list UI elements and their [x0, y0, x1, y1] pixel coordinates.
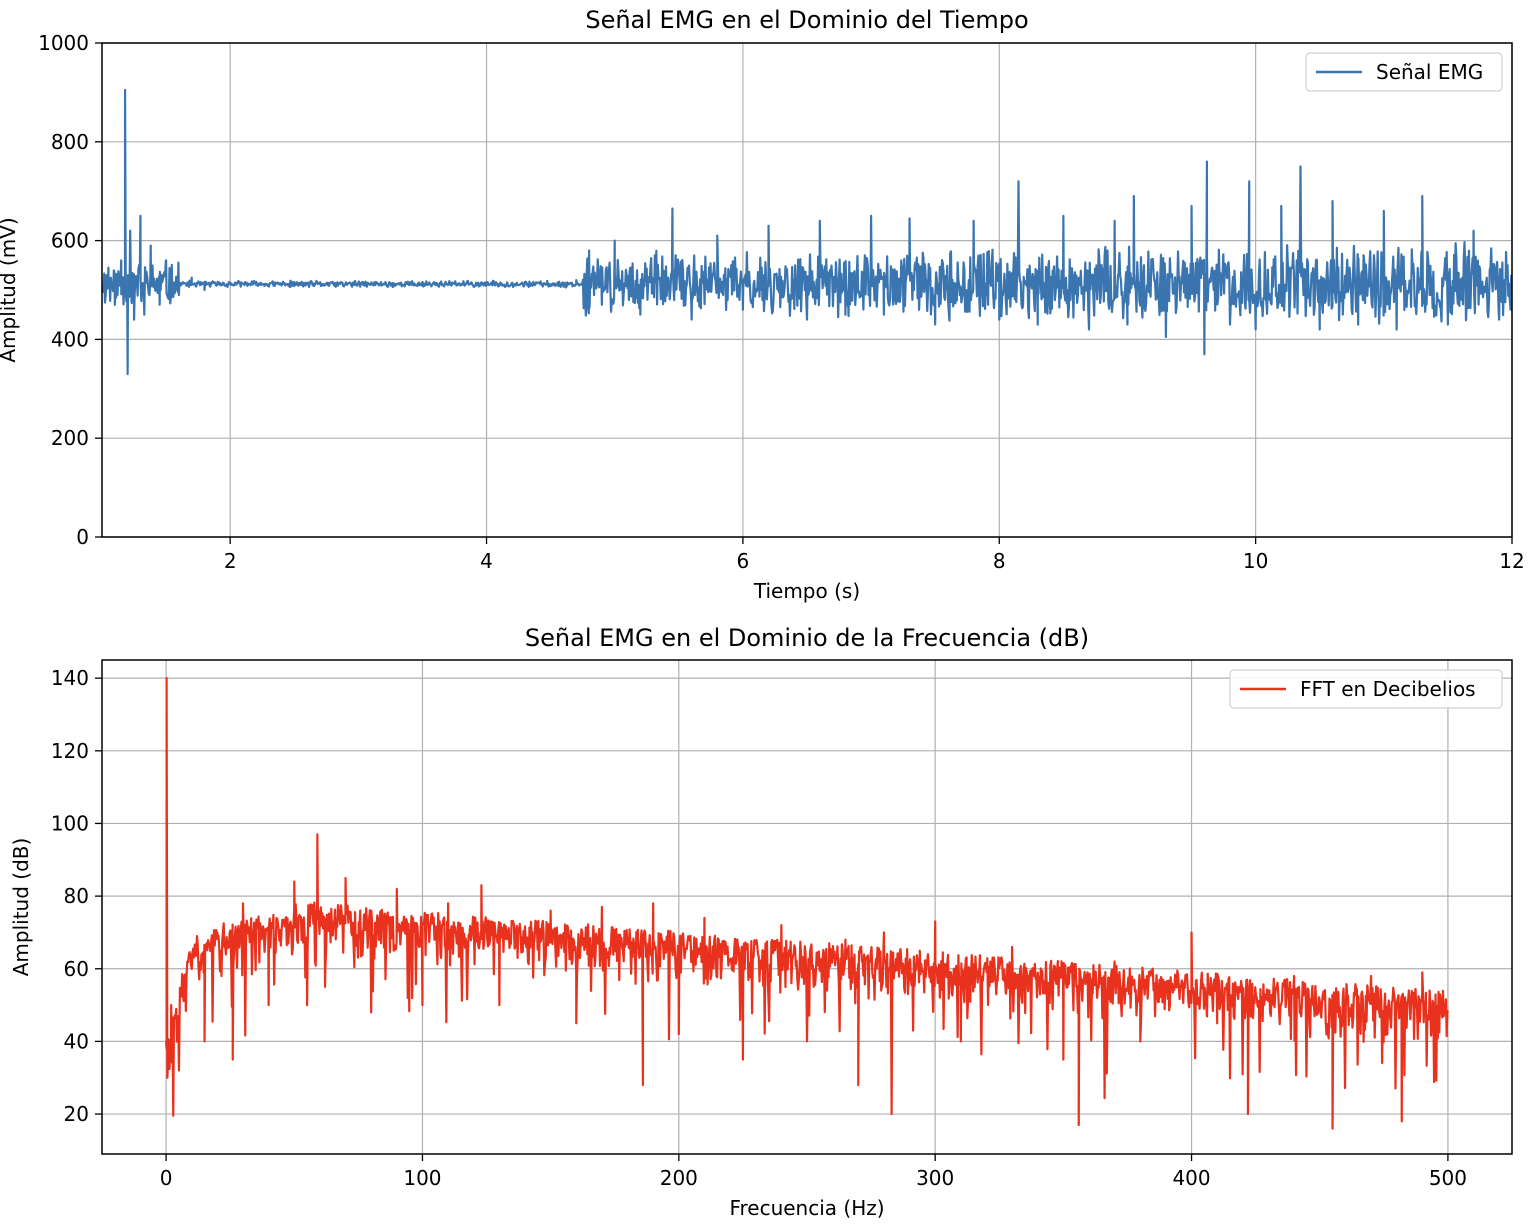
time-x-axis-label: Tiempo (s): [753, 579, 860, 603]
time-x-tick-label: 2: [224, 549, 237, 573]
freq-ticks: 0 100 200 300 400 500 20 40 60 80 100 120 140: [51, 666, 1467, 1190]
frequency-domain-chart: 0 100 200 300 400 500 20 40 60 80 100 120 140 Señal …: [9, 624, 1513, 1220]
time-legend-box: [1305, 52, 1503, 92]
time-series-group: [102, 88, 1512, 376]
time-series-line: [102, 88, 1512, 376]
time-x-tick-label: 4: [480, 549, 493, 573]
freq-legend-label: FFT en Decibelios: [1300, 677, 1476, 701]
freq-x-axis-label: Frecuencia (Hz): [729, 1196, 884, 1220]
time-y-axis-label: Amplitud (mV): [0, 217, 20, 362]
freq-y-tick-label: 80: [64, 884, 89, 908]
time-legend: Señal EMG: [1305, 52, 1503, 92]
time-y-tick-label: 400: [51, 327, 89, 351]
time-y-tick-label: 1000: [38, 31, 89, 55]
freq-x-tick-label: 400: [1172, 1166, 1210, 1190]
time-x-tick-label: 6: [737, 549, 750, 573]
freq-x-tick-label: 0: [160, 1166, 173, 1190]
freq-series-group: [164, 677, 1449, 1130]
freq-grid: [102, 660, 1512, 1154]
time-y-tick-label: 0: [76, 525, 89, 549]
freq-y-axis-label: Amplitud (dB): [9, 838, 33, 977]
freq-y-tick-label: 120: [51, 739, 89, 763]
freq-x-tick-label: 300: [916, 1166, 954, 1190]
time-ticks: 2 4 6 8 10 12 0 200 400 600 800 1000: [38, 31, 1525, 573]
time-y-tick-label: 800: [51, 130, 89, 154]
time-y-tick-label: 600: [51, 229, 89, 253]
freq-x-tick-label: 200: [660, 1166, 698, 1190]
time-y-tick-label: 200: [51, 426, 89, 450]
freq-y-tick-label: 60: [64, 957, 89, 981]
freq-series-line: [164, 677, 1449, 1130]
time-x-tick-label: 10: [1243, 549, 1268, 573]
time-domain-chart: 2 4 6 8 10 12 0 200 400 600 800 1000 Señal EMG en e…: [0, 6, 1525, 603]
time-legend-label: Señal EMG: [1376, 60, 1483, 84]
time-chart-title: Señal EMG en el Dominio del Tiempo: [585, 6, 1028, 34]
freq-legend: FFT en Decibelios: [1229, 669, 1503, 709]
freq-y-tick-label: 140: [51, 666, 89, 690]
time-x-tick-label: 8: [993, 549, 1006, 573]
freq-chart-title: Señal EMG en el Dominio de la Frecuencia…: [525, 624, 1089, 652]
freq-y-tick-label: 20: [64, 1102, 89, 1126]
freq-x-tick-label: 500: [1429, 1166, 1467, 1190]
freq-y-tick-label: 40: [64, 1029, 89, 1053]
time-plot-frame: [101, 42, 1513, 538]
time-x-tick-label: 12: [1499, 549, 1524, 573]
freq-x-tick-label: 100: [403, 1166, 441, 1190]
freq-y-tick-label: 100: [51, 811, 89, 835]
freq-legend-box: [1229, 669, 1503, 709]
freq-plot-frame: [101, 659, 1513, 1155]
